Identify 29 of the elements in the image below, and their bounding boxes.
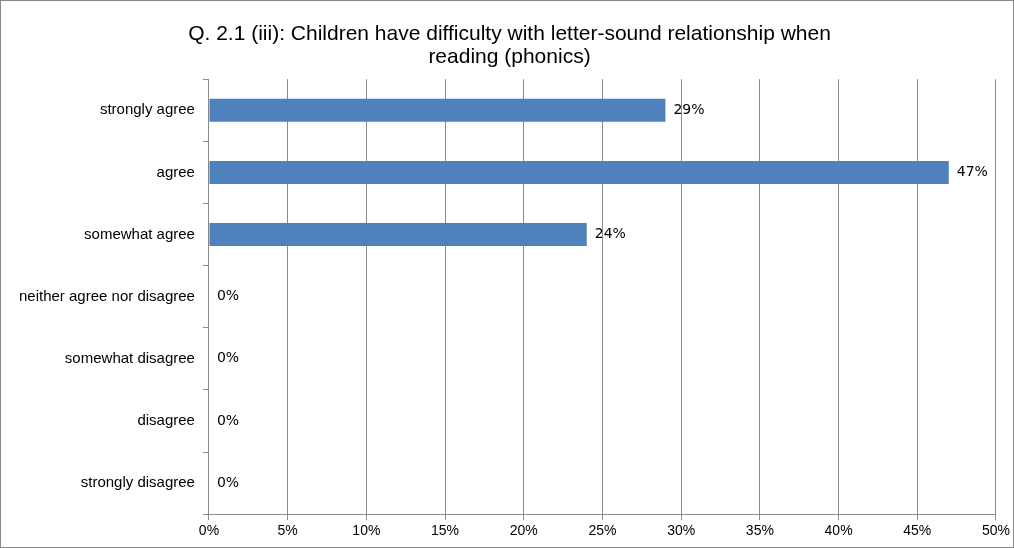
data-label: 29% [673, 100, 705, 117]
x-tick-label: 30% [667, 522, 696, 539]
x-tick-label: 20% [509, 522, 538, 539]
x-tick-label: 40% [824, 522, 853, 539]
bar [209, 223, 587, 247]
data-label: 0% [216, 411, 240, 428]
x-tick-label: 25% [588, 522, 617, 539]
x-tick-label: 5% [277, 522, 298, 539]
data-label: 24% [594, 225, 626, 242]
bar [209, 160, 949, 184]
data-label: 0% [216, 349, 240, 366]
y-tick-label: strongly disagree [80, 473, 195, 491]
y-tick-label: strongly agree [99, 100, 195, 118]
chart-title: Q. 2.1 (iii): Children have difficulty with letter-sound relationship when reading (phonics) [188, 21, 831, 68]
bar [209, 98, 666, 122]
x-tick-label: 35% [745, 522, 774, 539]
y-tick-label: somewhat agree [84, 224, 195, 242]
x-tick-label: 0% [198, 522, 220, 539]
y-tick-label: somewhat disagree [64, 348, 195, 366]
x-tick-label: 10% [352, 522, 381, 539]
y-tick-label: neither agree nor disagree [19, 286, 195, 304]
y-tick-label: disagree [137, 411, 195, 429]
y-tick-label: agree [156, 162, 195, 180]
x-tick-label: 50% [981, 522, 1011, 539]
data-label: 0% [216, 287, 240, 304]
x-tick-label: 45% [903, 522, 932, 539]
data-label: 47% [956, 163, 988, 180]
data-label: 0% [216, 473, 240, 490]
x-tick-label: 15% [431, 522, 460, 539]
